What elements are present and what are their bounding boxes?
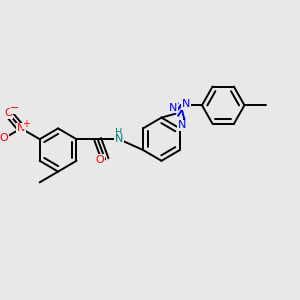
Text: N: N <box>17 123 26 134</box>
Text: O: O <box>0 133 9 143</box>
Text: N: N <box>115 134 123 144</box>
Text: O: O <box>4 108 13 118</box>
Text: N: N <box>178 120 186 130</box>
Text: H: H <box>115 128 123 138</box>
Text: +: + <box>22 118 31 129</box>
Text: −: − <box>10 103 20 113</box>
Text: N: N <box>182 99 190 109</box>
Text: O: O <box>95 154 104 164</box>
Text: N: N <box>169 103 177 113</box>
